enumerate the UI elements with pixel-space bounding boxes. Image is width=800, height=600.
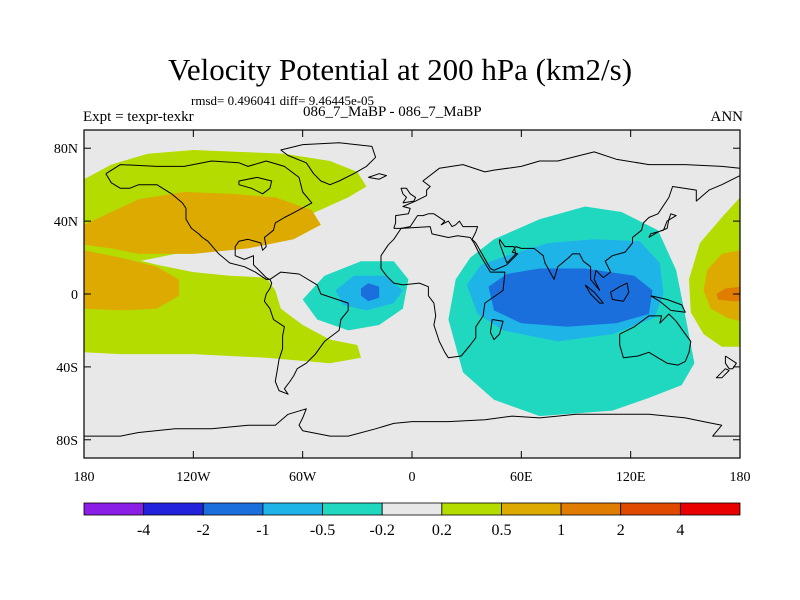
y-tick-label: 80N	[54, 142, 78, 157]
colorbar-box	[501, 502, 562, 516]
axes: 180 120W 60W 0 60E 120E 180 80N 40N 0 40S 80S	[54, 130, 751, 485]
contour-region-north-pacific-core-positive	[84, 192, 321, 254]
colorbar-label: 0.5	[491, 522, 511, 539]
colorbar-box	[381, 502, 443, 516]
contour-region-western-positive-core	[84, 250, 179, 311]
colorbar-label: -4	[137, 522, 150, 539]
experiment-label: Expt = texpr-texkr	[83, 109, 194, 125]
coastline-borneo	[610, 282, 630, 302]
season-label: ANN	[710, 109, 744, 125]
coastline-new-guinea	[650, 295, 686, 313]
chart-title: Velocity Potential at 200 hPa (km2/s)	[167, 52, 633, 87]
x-tick-label: 180	[74, 470, 95, 485]
colorbar-box	[322, 502, 383, 516]
contour-region-indo-pacific-negative-core	[488, 268, 653, 327]
colorbar-label: 2	[617, 522, 625, 539]
colorbar-box	[620, 502, 681, 516]
contour-region-east-pacific-positive-inner	[703, 250, 740, 322]
colorbar: -4 -2 -1 -0.5 -0.2 0.2 0.5 1 2 4	[83, 502, 741, 539]
y-tick-label: 40N	[54, 215, 78, 230]
colorbar-label: 4	[676, 522, 684, 539]
coastline-japan	[648, 213, 677, 238]
y-tick-label: 40S	[56, 361, 78, 376]
coastlines	[84, 142, 740, 437]
coastline-new-zealand-south	[715, 368, 730, 379]
case-label: 086_7_MaBP - 086_7_MaBP	[303, 104, 482, 120]
colorbar-box	[202, 502, 264, 516]
x-tick-label: 60W	[289, 470, 317, 485]
coastline-eurasia-africa	[393, 151, 740, 291]
colorbar-box	[143, 502, 204, 516]
x-tick-label: 180	[730, 470, 751, 485]
coastline-greenland	[280, 142, 377, 186]
y-tick-label: 80S	[56, 434, 78, 449]
coastline-uk	[400, 187, 417, 204]
coastline-south-america	[263, 271, 349, 395]
coastline-hudson-bay	[238, 176, 273, 195]
coastline-australia	[619, 313, 692, 366]
colorbar-box	[441, 502, 502, 516]
colorbar-label: -0.5	[310, 522, 335, 539]
coastline-new-zealand	[724, 355, 737, 370]
coastline-arabia-gulf	[499, 239, 517, 264]
x-tick-label: 120W	[176, 470, 211, 485]
colorbar-box	[679, 502, 741, 516]
colorbar-box	[262, 502, 323, 516]
stats-line: rmsd= 0.496041 diff= 9.46445e-05	[191, 93, 375, 108]
colorbar-label: -2	[197, 522, 210, 539]
colorbar-label: -0.2	[370, 522, 395, 539]
coastline-antarctica	[84, 408, 740, 437]
x-tick-label: 0	[409, 470, 416, 485]
coastline-north-america	[105, 160, 313, 280]
coastline-africa	[380, 226, 506, 359]
colorbar-label: -1	[256, 522, 269, 539]
colorbar-box	[560, 502, 622, 516]
coastline-iceland	[368, 173, 387, 180]
colorbar-label: 0.2	[432, 522, 452, 539]
colorbar-box	[83, 502, 145, 516]
x-tick-label: 120E	[616, 470, 646, 485]
coastline-madagascar	[489, 319, 504, 341]
y-tick-label: 0	[71, 288, 78, 303]
colorbar-label: 1	[557, 522, 565, 539]
contour-fills	[84, 150, 740, 417]
contour-region-east-pacific-positive-core	[716, 286, 740, 302]
coastline-sumatra	[584, 284, 604, 304]
contour-region-atlantic-negative-core	[361, 283, 380, 302]
x-tick-label: 60E	[510, 470, 533, 485]
